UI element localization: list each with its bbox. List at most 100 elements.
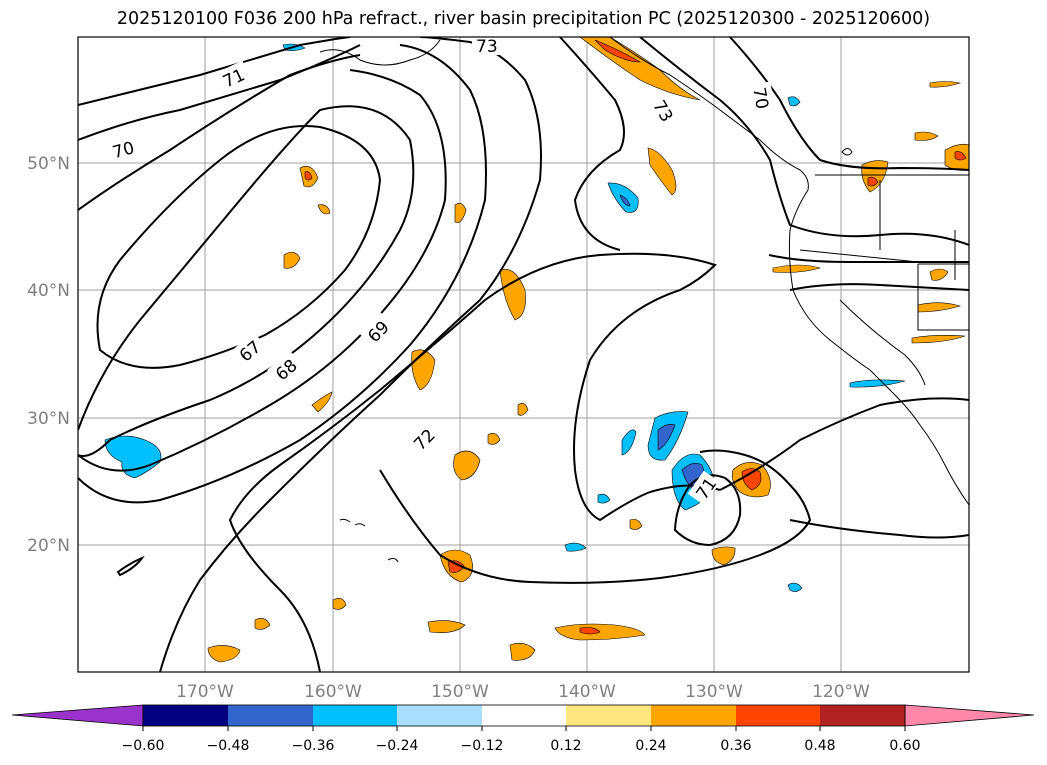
map-frame — [77, 36, 970, 673]
precip-patch — [621, 429, 637, 456]
colorbar-swatch — [313, 705, 397, 726]
colorbar-ticks — [142, 726, 906, 731]
contour-70 — [78, 54, 361, 211]
contour-73c — [639, 37, 969, 246]
precip-patch — [647, 147, 677, 196]
precip-patch — [929, 81, 962, 88]
contour-73-east — [789, 519, 969, 539]
precip-patch — [317, 204, 331, 215]
colorbar-tick-label: −0.36 — [292, 738, 335, 754]
colorbar-tick-label: 0.48 — [804, 738, 835, 754]
contour-73-closed — [673, 474, 742, 547]
colorbar-tick-label: −0.48 — [207, 738, 250, 754]
california-border — [839, 299, 926, 386]
precip-patch — [619, 194, 631, 207]
contour-73 — [379, 449, 812, 584]
contour-label-70b: 70 — [748, 86, 771, 111]
contour-67 — [96, 125, 382, 369]
precip-patch — [772, 264, 822, 273]
contour-71-east2 — [789, 283, 969, 291]
precip-patch — [447, 560, 465, 573]
lon-label-150w: 150°W — [431, 682, 489, 702]
contour-72b — [228, 252, 721, 672]
lon-label-170w: 170°W — [176, 682, 234, 702]
contour-label-bg — [472, 37, 502, 55]
contour-72-east — [719, 397, 969, 491]
colorbar-tick-label: 0.60 — [889, 738, 920, 754]
colorbar-tick-label: −0.24 — [376, 738, 419, 754]
precip-patch — [917, 302, 962, 313]
contour-label-bg — [750, 81, 776, 115]
longitude-labels: 170°W 160°W 150°W 140°W 130°W 120°W — [176, 682, 870, 702]
precip-patch — [454, 203, 467, 223]
lon-label-140w: 140°W — [558, 682, 616, 702]
contour-label-bg — [230, 332, 267, 367]
colorbar-tick-label: 0.24 — [635, 738, 666, 754]
precip-patch — [629, 518, 643, 530]
contour-label-bg — [215, 60, 251, 92]
contour-label-bg — [648, 92, 682, 128]
contour-71 — [78, 37, 351, 106]
colorbar-swatch — [397, 705, 482, 726]
precip-patch — [304, 171, 313, 181]
contour-69b — [78, 44, 487, 504]
colorbar-tick-label: −0.12 — [461, 738, 504, 754]
precip-patch — [911, 335, 966, 344]
colorbar-tick-label: 0.12 — [550, 738, 581, 754]
lon-label-120w: 120°W — [812, 682, 870, 702]
precip-patch — [207, 645, 241, 663]
precip-patch — [597, 493, 611, 504]
contour-label-bg — [405, 420, 441, 456]
lon-label-130w: 130°W — [685, 682, 743, 702]
precip-patch — [487, 433, 501, 445]
lat-label-40n: 40°N — [27, 281, 70, 301]
contour-labels: 73 71 70 67 68 69 72 73 71 70 — [105, 37, 776, 506]
colorbar: −0.60 −0.48 −0.36 −0.24 −0.12 0.12 0.24 … — [11, 704, 1035, 754]
contour-label-bg — [267, 350, 303, 386]
precip-patch — [564, 542, 587, 552]
lat-label-50n: 50°N — [27, 154, 70, 174]
colorbar-tick-label: −0.60 — [122, 738, 165, 754]
precip-patch — [929, 268, 949, 281]
colorbar-frame — [142, 704, 906, 727]
colorbar-swatch — [228, 705, 313, 726]
colorbar-extend-high — [904, 704, 1035, 727]
map-panel: 73 71 70 67 68 69 72 73 71 70 — [77, 36, 970, 673]
latitude-labels: 50°N 40°N 30°N 20°N — [27, 154, 70, 556]
precip-patch — [867, 176, 879, 187]
colorbar-extend-low — [11, 704, 144, 727]
colorbar-tick-label: 0.36 — [720, 738, 751, 754]
precip-patch — [787, 96, 801, 107]
precip-patch — [311, 391, 333, 413]
precip-patch — [657, 423, 676, 451]
lake — [841, 148, 853, 156]
contour-small-ring — [116, 555, 145, 577]
colorbar-swatch — [482, 705, 566, 726]
colorbar-swatch — [820, 705, 905, 726]
contour-label-73: 73 — [476, 37, 498, 57]
precip-patch — [509, 643, 536, 661]
refractivity-contours — [78, 37, 969, 672]
precip-patch — [594, 39, 642, 63]
contour-71-east — [768, 254, 969, 263]
precip-patch — [741, 468, 762, 491]
colorbar-swatch — [651, 705, 736, 726]
contour-label-bg — [359, 312, 395, 348]
contour-73b — [559, 37, 625, 251]
precip-patch — [914, 131, 939, 141]
state-border — [799, 249, 919, 263]
hawaii-islands — [339, 518, 351, 523]
contour-label-bg — [105, 134, 141, 162]
precip-patch — [849, 379, 906, 388]
hawaii-islands — [354, 523, 366, 527]
contour-label-bg — [687, 470, 721, 506]
precip-patch — [332, 598, 347, 610]
precip-patch — [954, 151, 967, 161]
precip-patch — [711, 546, 736, 566]
precip-patch — [453, 450, 481, 481]
precip-patch — [283, 251, 301, 269]
contour-72 — [159, 37, 542, 672]
precip-patch — [104, 435, 162, 479]
colorbar-swatch — [143, 705, 228, 726]
